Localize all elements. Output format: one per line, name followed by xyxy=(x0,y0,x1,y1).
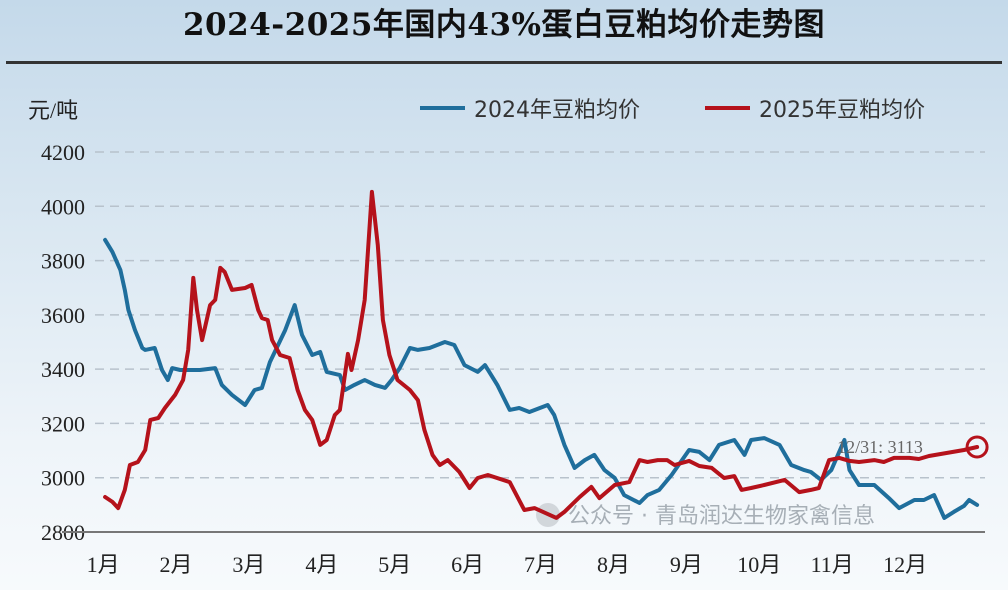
x-tick-label: 8月 xyxy=(597,552,630,577)
legend-label-2024: 2024年豆粕均价 xyxy=(474,98,640,123)
y-tick-label: 3200 xyxy=(41,411,85,436)
end-point-marker xyxy=(965,435,989,459)
y-tick-label: 3600 xyxy=(41,303,85,328)
legend: 2024年豆粕均价 2025年豆粕均价 xyxy=(420,98,925,123)
end-value-annotation: 12/31: 3113 xyxy=(837,437,923,457)
grid-lines xyxy=(95,151,985,479)
x-tick-labels: 1月 2月 3月 4月 5月 6月 7月 8月 9月 10月 11月 12月 xyxy=(87,552,928,577)
x-tick-label: 11月 xyxy=(811,552,854,577)
y-axis-unit: 元/吨 xyxy=(28,98,78,123)
watermark: 公众号 · 青岛润达生物家禽信息 xyxy=(536,503,875,529)
watermark-text: 公众号 · 青岛润达生物家禽信息 xyxy=(568,504,875,529)
x-tick-label: 9月 xyxy=(670,552,703,577)
x-tick-label: 12月 xyxy=(883,552,927,577)
series-group xyxy=(103,189,980,520)
x-tick-label: 10月 xyxy=(737,552,781,577)
chart-title: 2024-2025年国内43%蛋白豆粕均价走势图 xyxy=(182,7,826,43)
y-tick-label: 3800 xyxy=(41,249,85,274)
legend-label-2025: 2025年豆粕均价 xyxy=(759,98,925,123)
y-tick-label: 4000 xyxy=(41,194,85,219)
x-tick-label: 3月 xyxy=(232,552,265,577)
series-line-2025 xyxy=(103,189,980,520)
y-tick-label: 3400 xyxy=(41,357,85,382)
y-tick-label: 3000 xyxy=(41,466,85,491)
x-tick-label: 6月 xyxy=(451,552,484,577)
x-tick-label: 4月 xyxy=(305,552,338,577)
title-divider xyxy=(6,61,1002,64)
series-line-2024 xyxy=(103,237,980,520)
x-tick-label: 5月 xyxy=(378,552,411,577)
x-tick-label: 7月 xyxy=(524,552,557,577)
x-tick-label: 2月 xyxy=(160,552,193,577)
x-tick-label: 1月 xyxy=(87,552,120,577)
y-tick-label: 4200 xyxy=(41,140,85,165)
